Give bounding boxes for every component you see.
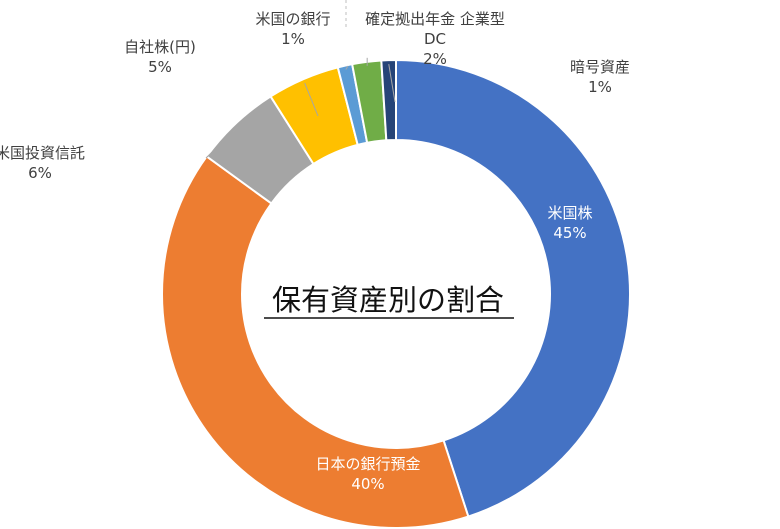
data-label-category: 暗号資産 — [570, 58, 630, 76]
data-label-value: 1% — [588, 78, 612, 96]
data-label-category: 日本の銀行預金 — [315, 455, 420, 473]
data-label-category: 米国投資信託 — [0, 144, 85, 162]
donut-slices — [161, 58, 631, 529]
data-label-category: 確定拠出年金 企業型 — [365, 10, 505, 28]
donut-slice — [161, 155, 470, 529]
data-label-category: 米国の銀行 — [255, 10, 330, 28]
leader-line — [345, 65, 349, 70]
leader-line — [388, 64, 396, 103]
data-label-value: 2% — [423, 50, 447, 68]
donut-slice — [395, 58, 631, 518]
leader-lines — [205, 0, 396, 159]
data-label-value: 5% — [148, 58, 172, 76]
chart-title: 保有資産別の割合 — [272, 283, 504, 317]
leader-line — [304, 82, 319, 117]
slice-labels: 米国株 45% 日本の銀行預金 40% 米国投資信託 6% 自社株(円) 5% 米国の銀行 1% 確… — [0, 10, 630, 493]
data-label-category: DC — [424, 30, 446, 48]
data-label-value: 40% — [351, 475, 384, 493]
data-label-value: 6% — [28, 164, 52, 182]
data-label-value: 1% — [281, 30, 305, 48]
data-label-category: 米国株 — [547, 204, 592, 222]
leader-line — [205, 125, 239, 159]
data-label-value: 45% — [553, 224, 586, 242]
data-label-category: 自社株(円) — [124, 38, 196, 56]
donut-slice — [380, 58, 397, 142]
